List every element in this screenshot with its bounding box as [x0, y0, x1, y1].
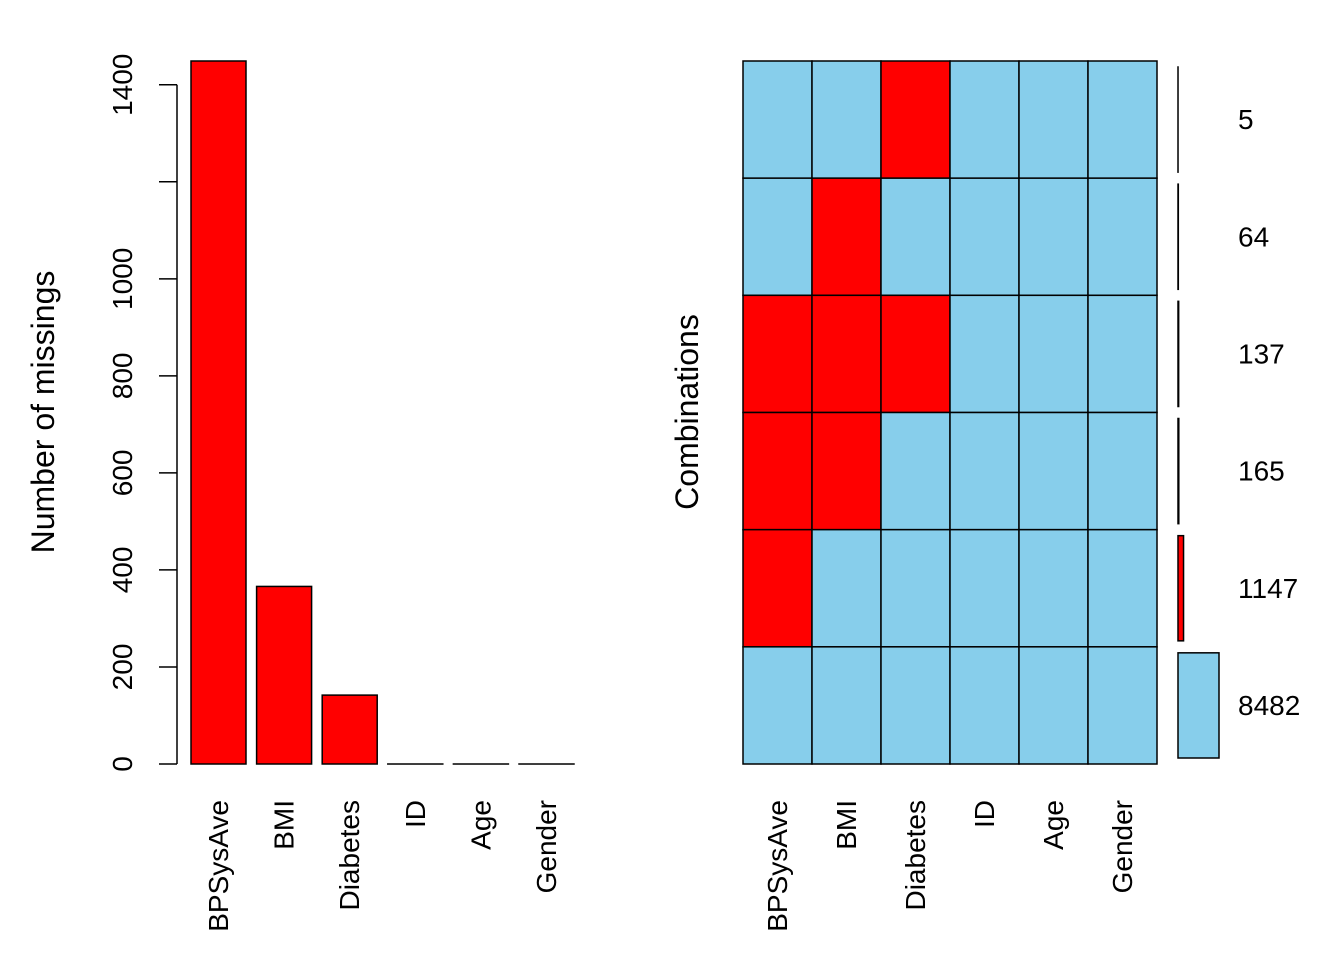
- observed-cell: [950, 413, 1019, 530]
- observed-cell: [812, 647, 881, 764]
- bar: [322, 695, 377, 764]
- y-axis: 0 200 400 600 800 1000 1400: [107, 54, 177, 772]
- observed-cell: [881, 178, 950, 295]
- y-tick-label: 1400: [107, 54, 138, 116]
- observed-cell: [950, 295, 1019, 412]
- bar: [191, 61, 246, 764]
- variable-label: BMI: [831, 800, 862, 850]
- x-tick-label: Age: [465, 800, 496, 850]
- observed-cell: [950, 647, 1019, 764]
- observed-cell: [950, 178, 1019, 295]
- pattern-cells: [743, 61, 1157, 764]
- missing-cell: [881, 295, 950, 412]
- bar: [257, 586, 312, 764]
- missings-bar-chart: Number of missings 0 200 400 600 800 1000 1400…: [25, 54, 574, 932]
- variable-label: ID: [969, 800, 1000, 828]
- y-tick-label: 200: [107, 644, 138, 691]
- observed-cell: [1019, 295, 1088, 412]
- missing-cell: [812, 178, 881, 295]
- observed-cell: [743, 178, 812, 295]
- observed-cell: [1088, 647, 1157, 764]
- observed-cell: [1088, 295, 1157, 412]
- count-label: 1147: [1238, 573, 1298, 604]
- count-bars: [1178, 67, 1219, 758]
- observed-cell: [743, 61, 812, 178]
- x-tick-labels: BPSysAve BMI Diabetes ID Age Gender: [203, 800, 562, 932]
- y-tick-label: 400: [107, 547, 138, 594]
- observed-cell: [950, 530, 1019, 647]
- count-label: 64: [1238, 221, 1269, 252]
- observed-cell: [1088, 530, 1157, 647]
- count-bar: [1178, 419, 1179, 524]
- count-label: 137: [1238, 338, 1285, 369]
- x-tick-label: Gender: [531, 800, 562, 893]
- observed-cell: [812, 61, 881, 178]
- observed-cell: [1088, 61, 1157, 178]
- y-axis-title: Number of missings: [25, 271, 61, 554]
- x-tick-label: ID: [400, 800, 431, 828]
- observed-cell: [1019, 413, 1088, 530]
- variable-labels: BPSysAve BMI Diabetes ID Age Gender: [762, 800, 1138, 932]
- observed-cell: [1019, 530, 1088, 647]
- count-bar: [1178, 536, 1184, 641]
- observed-cell: [881, 647, 950, 764]
- count-label: 165: [1238, 456, 1285, 487]
- observed-cell: [812, 530, 881, 647]
- x-tick-label: Diabetes: [334, 800, 365, 911]
- observed-cell: [881, 413, 950, 530]
- observed-cell: [950, 61, 1019, 178]
- x-tick-label: BPSysAve: [203, 800, 234, 932]
- variable-label: Age: [1038, 800, 1069, 850]
- combinations-axis-title: Combinations: [669, 314, 705, 510]
- count-label: 8482: [1238, 690, 1300, 721]
- count-labels: 5 64 137 165 1147 8482: [1238, 104, 1300, 721]
- missing-cell: [812, 295, 881, 412]
- missing-cell: [743, 295, 812, 412]
- bars: [191, 61, 574, 764]
- variable-label: Gender: [1107, 800, 1138, 893]
- y-tick-label: 600: [107, 450, 138, 497]
- missing-cell: [743, 530, 812, 647]
- observed-cell: [1019, 178, 1088, 295]
- missing-cell: [743, 413, 812, 530]
- observed-cell: [1088, 413, 1157, 530]
- missing-cell: [881, 61, 950, 178]
- count-bar: [1178, 653, 1219, 758]
- observed-cell: [743, 647, 812, 764]
- x-tick-label: BMI: [269, 800, 300, 850]
- y-tick-label: 800: [107, 353, 138, 400]
- observed-cell: [881, 530, 950, 647]
- variable-label: BPSysAve: [762, 800, 793, 932]
- observed-cell: [1019, 647, 1088, 764]
- y-tick-label: 1000: [107, 248, 138, 310]
- observed-cell: [1088, 178, 1157, 295]
- y-tick-label: 0: [107, 756, 138, 772]
- variable-label: Diabetes: [900, 800, 931, 911]
- missing-cell: [812, 413, 881, 530]
- count-label: 5: [1238, 104, 1254, 135]
- observed-cell: [1019, 61, 1088, 178]
- count-bar: [1178, 301, 1179, 406]
